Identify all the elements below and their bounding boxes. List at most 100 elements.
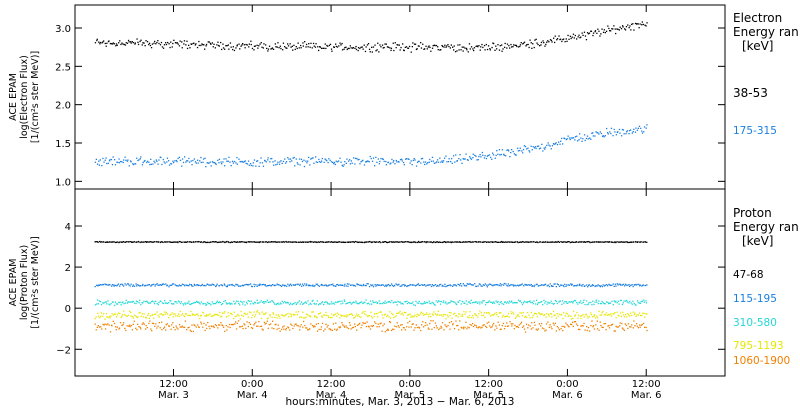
data-point bbox=[523, 41, 526, 43]
data-point bbox=[527, 324, 530, 326]
data-point bbox=[396, 304, 398, 306]
data-point bbox=[454, 284, 456, 286]
data-point bbox=[389, 284, 392, 287]
data-point bbox=[231, 314, 233, 316]
data-point bbox=[554, 322, 556, 324]
data-point bbox=[426, 48, 428, 50]
data-point bbox=[615, 317, 617, 319]
data-point bbox=[274, 160, 276, 162]
data-point bbox=[318, 285, 320, 287]
data-point bbox=[471, 284, 474, 286]
data-point bbox=[502, 48, 504, 50]
data-point bbox=[512, 46, 514, 48]
data-point bbox=[307, 160, 309, 162]
data-point bbox=[192, 313, 194, 315]
data-point bbox=[350, 313, 352, 316]
data-point bbox=[352, 284, 354, 286]
data-point bbox=[375, 313, 377, 315]
legend-series-label: 47-68 bbox=[733, 269, 764, 281]
data-point bbox=[326, 314, 328, 316]
data-point bbox=[579, 328, 581, 331]
data-point bbox=[626, 131, 628, 133]
data-point bbox=[431, 241, 434, 244]
data-point bbox=[343, 164, 345, 166]
data-point bbox=[584, 241, 586, 243]
data-point bbox=[199, 317, 201, 320]
data-point bbox=[124, 241, 126, 243]
data-point bbox=[255, 241, 257, 243]
data-point bbox=[207, 162, 209, 164]
data-point bbox=[321, 241, 323, 243]
data-point bbox=[108, 160, 111, 162]
data-point bbox=[257, 160, 259, 162]
data-point bbox=[334, 301, 337, 303]
data-point bbox=[99, 41, 102, 44]
data-point bbox=[412, 316, 414, 318]
data-point bbox=[121, 42, 123, 44]
data-point bbox=[317, 322, 319, 325]
data-point bbox=[394, 325, 396, 327]
data-point bbox=[537, 328, 539, 330]
data-point bbox=[149, 320, 151, 322]
data-point bbox=[495, 154, 497, 157]
data-point bbox=[276, 328, 278, 330]
data-point bbox=[247, 300, 249, 302]
data-point bbox=[510, 323, 512, 325]
data-point bbox=[183, 315, 185, 317]
data-point bbox=[477, 46, 479, 48]
data-point bbox=[498, 303, 500, 305]
data-point bbox=[340, 284, 342, 286]
data-point bbox=[362, 48, 364, 50]
data-point bbox=[541, 327, 543, 329]
data-point bbox=[347, 315, 349, 317]
data-point bbox=[375, 156, 377, 158]
data-point bbox=[645, 302, 648, 304]
data-point bbox=[217, 44, 220, 47]
data-point bbox=[610, 324, 612, 326]
data-point bbox=[263, 241, 265, 243]
data-point bbox=[370, 325, 372, 327]
data-point bbox=[602, 302, 604, 304]
data-point bbox=[124, 283, 126, 285]
data-point bbox=[256, 302, 259, 304]
data-point bbox=[244, 241, 246, 243]
data-point bbox=[368, 315, 371, 317]
data-point bbox=[178, 284, 181, 286]
data-point bbox=[138, 240, 140, 243]
data-point bbox=[393, 328, 395, 331]
data-point bbox=[556, 313, 558, 315]
data-point bbox=[467, 241, 469, 243]
data-point bbox=[116, 284, 119, 286]
data-point bbox=[575, 285, 578, 287]
data-point bbox=[628, 130, 631, 132]
data-point bbox=[265, 241, 267, 243]
data-point bbox=[435, 325, 437, 327]
data-point bbox=[200, 323, 203, 325]
data-point bbox=[297, 301, 299, 303]
data-point bbox=[580, 317, 582, 320]
data-point bbox=[166, 241, 169, 243]
data-point bbox=[439, 241, 442, 243]
data-point bbox=[294, 241, 296, 243]
data-point bbox=[246, 163, 248, 165]
data-point bbox=[282, 49, 284, 51]
data-point bbox=[487, 301, 490, 303]
data-point bbox=[446, 314, 449, 316]
data-point bbox=[314, 316, 316, 318]
data-point bbox=[323, 303, 325, 306]
data-point bbox=[215, 301, 218, 304]
data-point bbox=[603, 314, 605, 316]
data-point bbox=[492, 154, 495, 156]
data-point bbox=[133, 241, 136, 243]
data-point bbox=[428, 241, 430, 243]
data-point bbox=[187, 302, 189, 304]
data-point bbox=[570, 323, 572, 325]
data-point bbox=[615, 300, 617, 302]
data-point bbox=[405, 158, 407, 160]
data-point bbox=[459, 154, 461, 156]
data-point bbox=[117, 283, 120, 285]
data-point bbox=[331, 303, 333, 305]
data-point bbox=[463, 158, 465, 160]
data-point bbox=[196, 301, 198, 303]
data-point bbox=[472, 241, 474, 243]
